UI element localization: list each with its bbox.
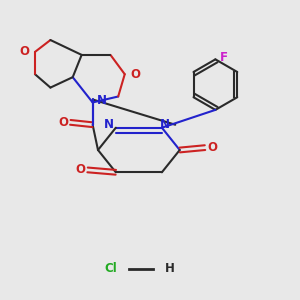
Text: O: O [207, 141, 218, 154]
Text: O: O [20, 45, 30, 58]
Text: H: H [165, 262, 175, 275]
Text: Cl: Cl [105, 262, 117, 275]
Text: N: N [97, 94, 106, 107]
Text: N: N [160, 118, 170, 131]
Text: N: N [103, 118, 113, 131]
Text: O: O [75, 164, 85, 176]
Text: O: O [130, 68, 140, 81]
Text: O: O [58, 116, 68, 129]
Text: F: F [220, 51, 228, 64]
